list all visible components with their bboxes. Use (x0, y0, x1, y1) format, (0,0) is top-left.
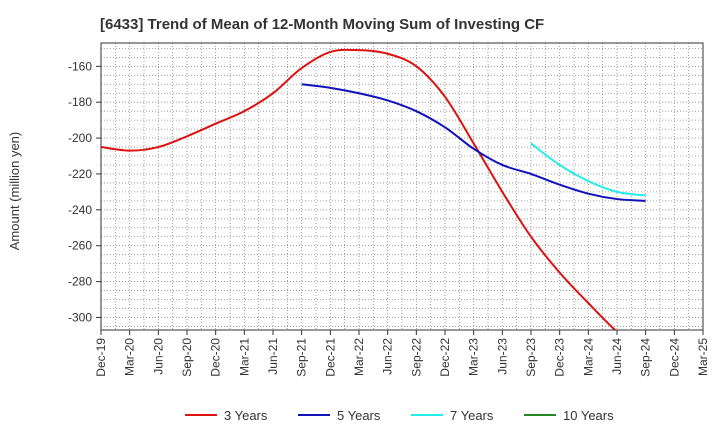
y-tick-label: -240 (68, 203, 92, 217)
series-line-7-years (530, 142, 646, 197)
x-tick-label: Dec-24 (667, 338, 681, 377)
x-tick-label: Jun-24 (610, 338, 624, 375)
x-tick-label: Jun-23 (495, 338, 509, 375)
y-tick-label: -280 (68, 275, 92, 289)
x-tick-label: Dec-20 (209, 338, 223, 377)
x-tick-label: Sep-20 (180, 338, 194, 377)
x-tick-label: Mar-20 (123, 338, 137, 376)
x-tick-label: Sep-21 (295, 338, 309, 377)
x-tick-label: Mar-23 (467, 338, 481, 376)
y-tick-label: -160 (68, 59, 92, 73)
legend-label: 5 Years (337, 408, 381, 423)
series-lines (101, 48, 646, 330)
legend-label: 10 Years (563, 408, 614, 423)
y-tick-label: -180 (68, 95, 92, 109)
x-tick-label: Dec-21 (323, 338, 337, 377)
x-tick-label: Mar-21 (237, 338, 251, 376)
y-tick-label: -260 (68, 239, 92, 253)
y-axis-label: Amount (million yen) (7, 132, 22, 251)
chart-title: [6433] Trend of Mean of 12-Month Moving … (100, 16, 544, 33)
x-tick-label: Jun-22 (381, 338, 395, 375)
x-tick-label: Dec-23 (553, 338, 567, 377)
x-tick-label: Sep-24 (639, 338, 653, 377)
y-tick-label: -300 (68, 310, 92, 324)
plot-area (100, 42, 704, 331)
x-axis-ticks: Dec-19 Mar-20 Jun-20 Sep-20 Dec-20 Mar-21 Jun-… (94, 330, 710, 377)
x-tick-label: Mar-22 (352, 338, 366, 376)
x-tick-label: Sep-23 (524, 338, 538, 377)
x-tick-label: Dec-19 (94, 338, 108, 377)
x-tick-label: Mar-25 (696, 338, 710, 376)
x-tick-label: Sep-22 (409, 338, 423, 377)
series-line-5-years (301, 83, 646, 202)
legend: 3 Years 5 Years 7 Years 10 Years (185, 408, 614, 423)
legend-label: 3 Years (224, 408, 268, 423)
gridlines (101, 43, 703, 330)
x-tick-label: Jun-20 (151, 338, 165, 375)
y-tick-label: -220 (68, 167, 92, 181)
y-axis-ticks: -160 -180 -200 -220 -240 -260 -280 -300 (68, 59, 101, 324)
series-line-3-years (101, 48, 617, 330)
y-tick-label: -200 (68, 131, 92, 145)
x-tick-label: Mar-24 (581, 338, 595, 376)
legend-label: 7 Years (450, 408, 494, 423)
x-tick-label: Jun-21 (266, 338, 280, 375)
x-tick-label: Dec-22 (438, 338, 452, 377)
